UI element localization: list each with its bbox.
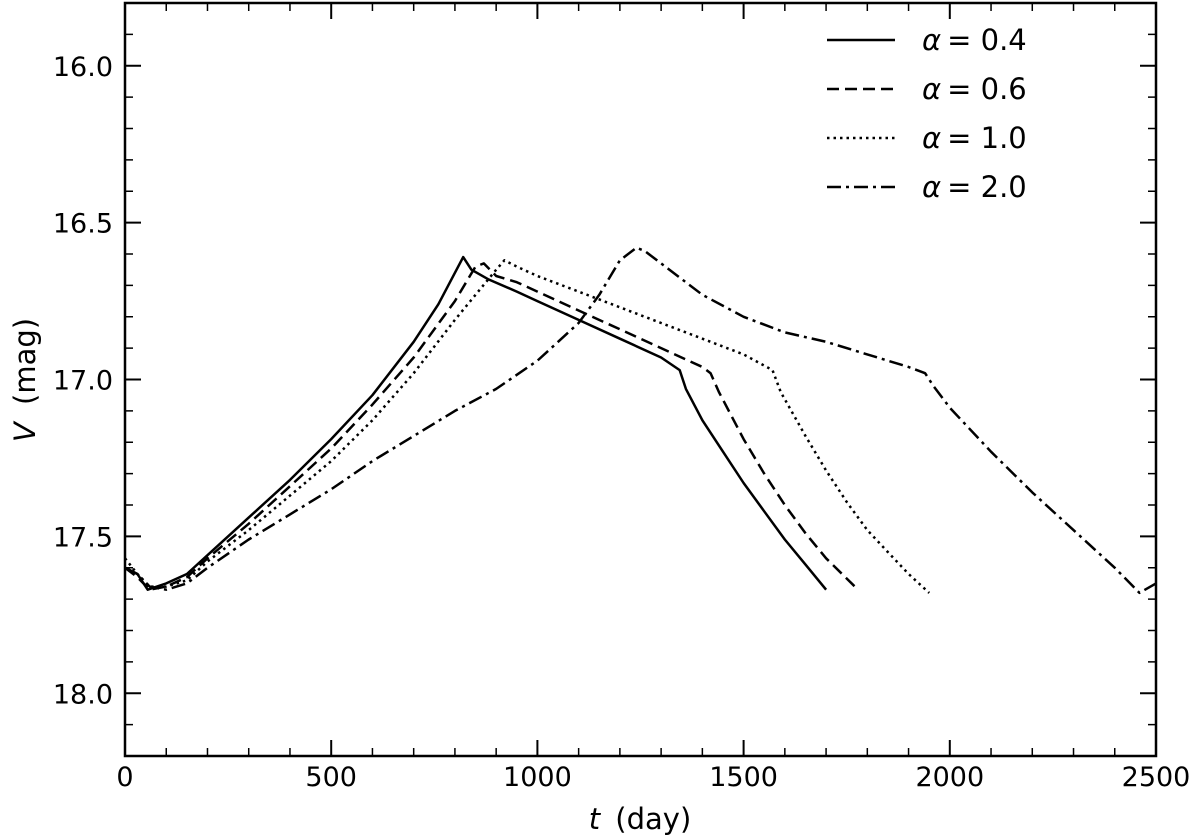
x-axis-variable: t bbox=[589, 802, 602, 836]
x-tick-label: 1000 bbox=[503, 762, 572, 793]
plot-frame bbox=[123, 1, 1158, 758]
legend-label-2: α = 0.6 bbox=[922, 72, 1027, 106]
y-axis-label: V (mag) bbox=[8, 318, 42, 442]
y-tick-label: 17.5 bbox=[53, 522, 113, 553]
y-tick-label: 16.0 bbox=[53, 52, 113, 83]
x-tick-label: 2500 bbox=[1122, 762, 1191, 793]
series-line-3 bbox=[124, 259, 931, 594]
x-tick-label: 1500 bbox=[709, 762, 778, 793]
tick-labels: 0 500 1000 1500 2000 2500 16.0 16.5 17.0 17.5 18.0 bbox=[53, 52, 1190, 793]
x-tick-label: 0 bbox=[116, 762, 133, 793]
y-tick-label: 18.0 bbox=[53, 679, 113, 710]
x-tick-label: 2000 bbox=[915, 762, 984, 793]
x-axis-unit: (day) bbox=[615, 802, 691, 836]
y-tick-label: 17.0 bbox=[53, 366, 113, 397]
legend: α = 0.4 α = 0.6 α = 1.0 α = 2.0 bbox=[827, 23, 1027, 204]
plot-area: 0 500 1000 1500 2000 2500 16.0 16.5 17.0 17.5 18.0… bbox=[53, 1, 1190, 793]
x-tick-label: 500 bbox=[305, 762, 357, 793]
y-axis-variable: V bbox=[8, 420, 42, 442]
legend-label-4: α = 2.0 bbox=[922, 170, 1027, 204]
y-tick-label: 16.5 bbox=[53, 209, 113, 240]
series-line-1 bbox=[124, 255, 828, 591]
tick-marks bbox=[124, 2, 1157, 757]
y-axis-unit: (mag) bbox=[8, 318, 42, 405]
series-lines bbox=[124, 246, 1157, 595]
legend-label-1: α = 0.4 bbox=[922, 23, 1027, 57]
x-axis-label: t (day) bbox=[589, 802, 692, 836]
legend-label-3: α = 1.0 bbox=[922, 121, 1027, 155]
series-line-2 bbox=[124, 262, 856, 591]
series-line-4 bbox=[124, 246, 1157, 595]
